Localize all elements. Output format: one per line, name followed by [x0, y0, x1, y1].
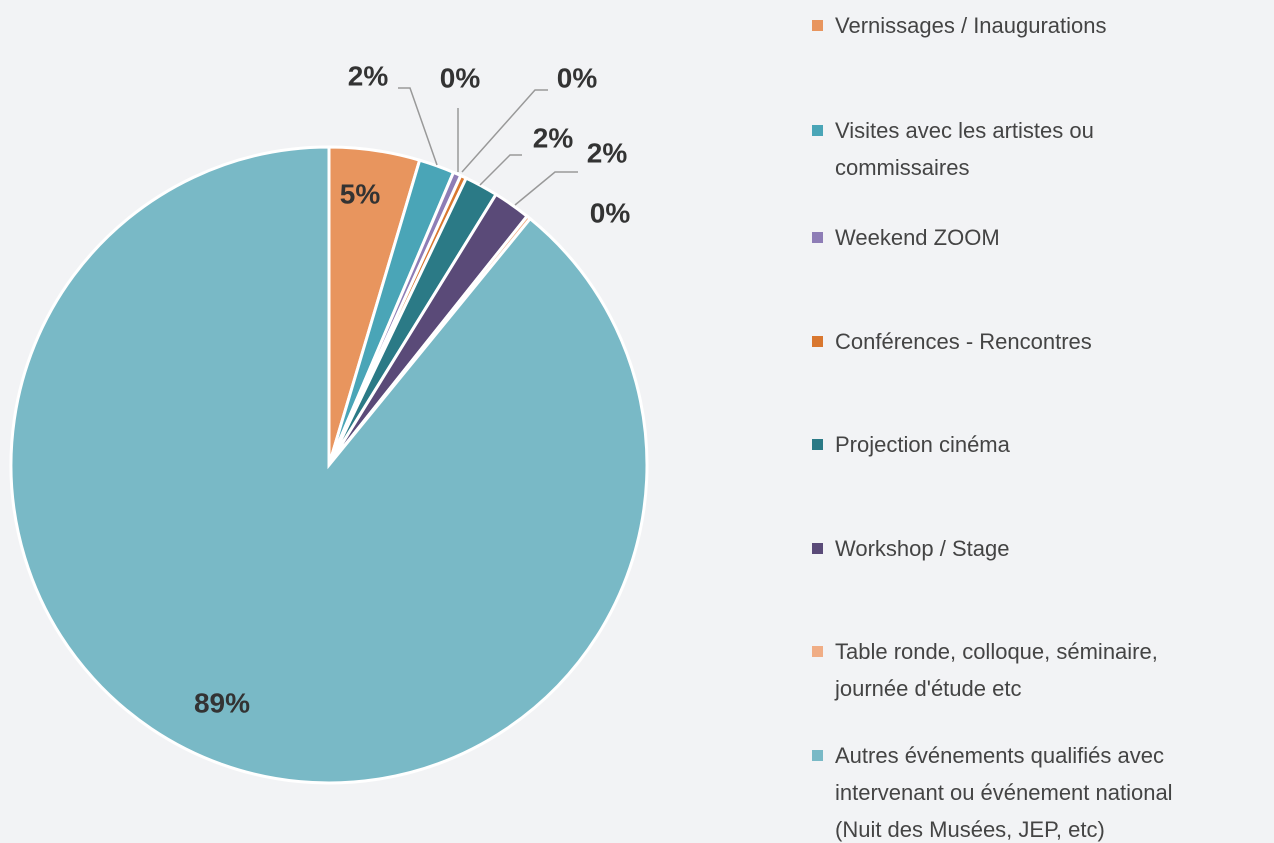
- legend-swatch: [812, 232, 823, 243]
- data-label: 2%: [348, 60, 389, 91]
- legend-label: Weekend ZOOM: [835, 225, 1000, 250]
- data-label: 0%: [440, 62, 481, 93]
- data-label: 89%: [194, 687, 250, 718]
- legend-label: Workshop / Stage: [835, 536, 1010, 561]
- legend-label: Table ronde, colloque, séminaire, journé…: [835, 639, 1158, 701]
- legend-swatch: [812, 336, 823, 347]
- data-label: 5%: [340, 178, 381, 209]
- legend-swatch: [812, 750, 823, 761]
- legend-label: Conférences - Rencontres: [835, 329, 1092, 354]
- legend-label: Visites avec les artistes ou commissaire…: [835, 118, 1094, 180]
- data-label: 2%: [533, 122, 574, 153]
- leader-line: [398, 87, 438, 166]
- legend-swatch: [812, 543, 823, 554]
- legend-swatch: [812, 125, 823, 136]
- legend-swatch: [812, 20, 823, 31]
- pie-slice: [9, 145, 649, 785]
- leader-line: [461, 89, 548, 173]
- legend-label: Vernissages / Inaugurations: [835, 13, 1107, 38]
- data-label: 2%: [587, 137, 628, 168]
- legend-label: Autres événements qualifiés avec interve…: [835, 743, 1173, 842]
- leader-line: [514, 171, 578, 206]
- legend-swatch: [812, 646, 823, 657]
- data-label: 0%: [590, 197, 631, 228]
- legend-swatch: [812, 439, 823, 450]
- leader-line: [479, 154, 522, 186]
- data-label: 0%: [557, 62, 598, 93]
- legend-label: Projection cinéma: [835, 432, 1010, 457]
